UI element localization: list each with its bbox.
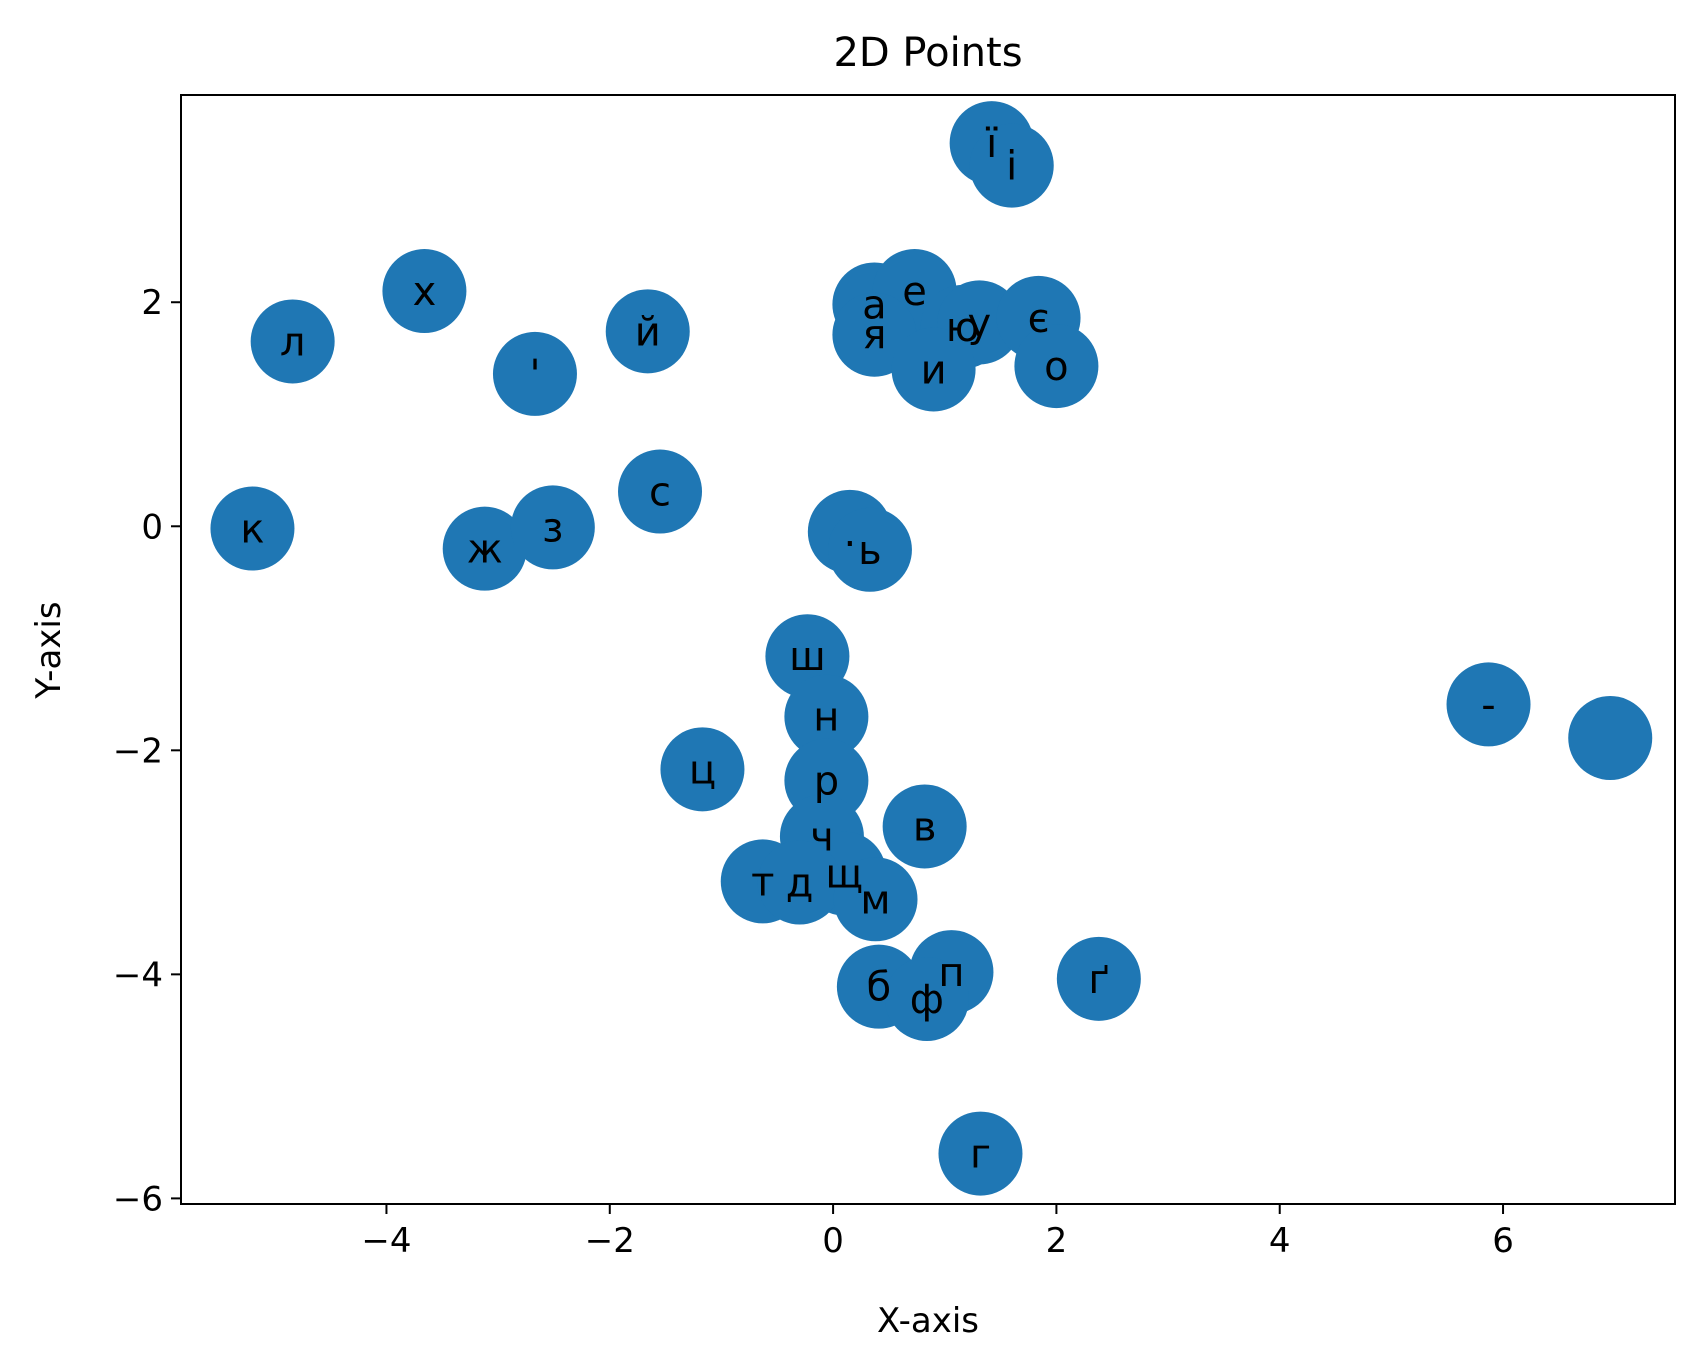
point-label: г — [970, 1132, 991, 1178]
point-label: в — [913, 804, 937, 850]
x-axis-ticks: −4 −2 0 2 4 6 — [361, 1204, 1514, 1261]
point-label: о — [1044, 344, 1068, 390]
data-point — [884, 957, 969, 1042]
data-point — [969, 123, 1054, 208]
point-label: и — [921, 347, 947, 393]
point-label: ю — [946, 305, 980, 351]
point-label: р — [814, 759, 839, 805]
x-tick-label: 4 — [1269, 1221, 1291, 1261]
data-point — [938, 1111, 1023, 1196]
data-point — [757, 840, 842, 925]
point-label: ф — [910, 977, 944, 1023]
point-label: б — [867, 965, 892, 1011]
data-point — [833, 857, 918, 942]
point-label: л — [280, 319, 306, 365]
y-tick-label: 2 — [141, 283, 163, 323]
point-label: є — [1028, 296, 1050, 342]
y-tick-label: 0 — [141, 507, 163, 547]
x-tick-label: 2 — [1046, 1221, 1068, 1261]
y-axis-label: Y-axis — [29, 601, 69, 699]
point-label: ' — [529, 352, 540, 398]
point-label: ї — [985, 121, 998, 167]
y-tick-label: −2 — [113, 731, 163, 771]
points-layer: ї і х л ' й а ея юу є и о с к ж з. ь шн ц р в чщ т д м пб ф ґ г - — [210, 101, 1653, 1196]
x-tick-label: 0 — [822, 1221, 844, 1261]
chart-title: 2D Points — [833, 30, 1022, 76]
data-point — [827, 507, 912, 592]
point-label: ч — [810, 815, 834, 861]
point-label: с — [649, 470, 671, 516]
x-tick-label: −2 — [585, 1221, 635, 1261]
point-label: щ — [825, 852, 863, 898]
data-point — [882, 784, 967, 869]
data-point — [492, 331, 577, 416]
data-point — [618, 449, 703, 534]
plot-frame — [180, 94, 1676, 1205]
point-label: у — [968, 300, 992, 346]
y-axis-ticks: −6 −4 −2 0 2 — [113, 283, 181, 1219]
y-tick-label: −6 — [113, 1179, 163, 1219]
point-label: і — [1006, 144, 1017, 190]
data-point — [660, 727, 745, 812]
data-point — [210, 486, 295, 571]
point-label: м — [860, 877, 890, 923]
point-label: к — [240, 507, 264, 553]
data-point — [891, 327, 976, 412]
point-label: а — [862, 282, 887, 328]
point-label: е — [902, 269, 927, 315]
data-point — [250, 299, 335, 384]
data-point — [605, 289, 690, 374]
point-label: ц — [689, 747, 716, 793]
point-label: ґ — [1088, 957, 1109, 1003]
x-tick-label: 6 — [1492, 1221, 1514, 1261]
y-tick-label: −4 — [113, 955, 163, 995]
point-label: ж — [467, 527, 503, 573]
data-point — [1056, 936, 1141, 1021]
point-label: х — [413, 269, 437, 315]
data-point — [1568, 695, 1653, 780]
point-label: ш — [789, 634, 826, 680]
point-label: з — [542, 505, 563, 551]
point-label: н — [813, 695, 839, 741]
data-point — [510, 485, 595, 570]
data-point — [1446, 662, 1531, 747]
data-point — [784, 674, 869, 759]
point-label: я — [862, 313, 886, 359]
point-label: - — [1481, 682, 1495, 728]
x-tick-label: −4 — [361, 1221, 411, 1261]
point-label: п — [938, 950, 964, 996]
point-label: . — [843, 510, 856, 556]
data-point — [382, 249, 467, 334]
x-axis-label: X-axis — [877, 1301, 979, 1341]
point-label: й — [635, 309, 661, 355]
point-label: т — [751, 859, 774, 905]
point-label: д — [786, 861, 814, 907]
point-label: ь — [858, 528, 882, 574]
data-point — [1014, 324, 1099, 409]
data-point — [442, 506, 527, 591]
